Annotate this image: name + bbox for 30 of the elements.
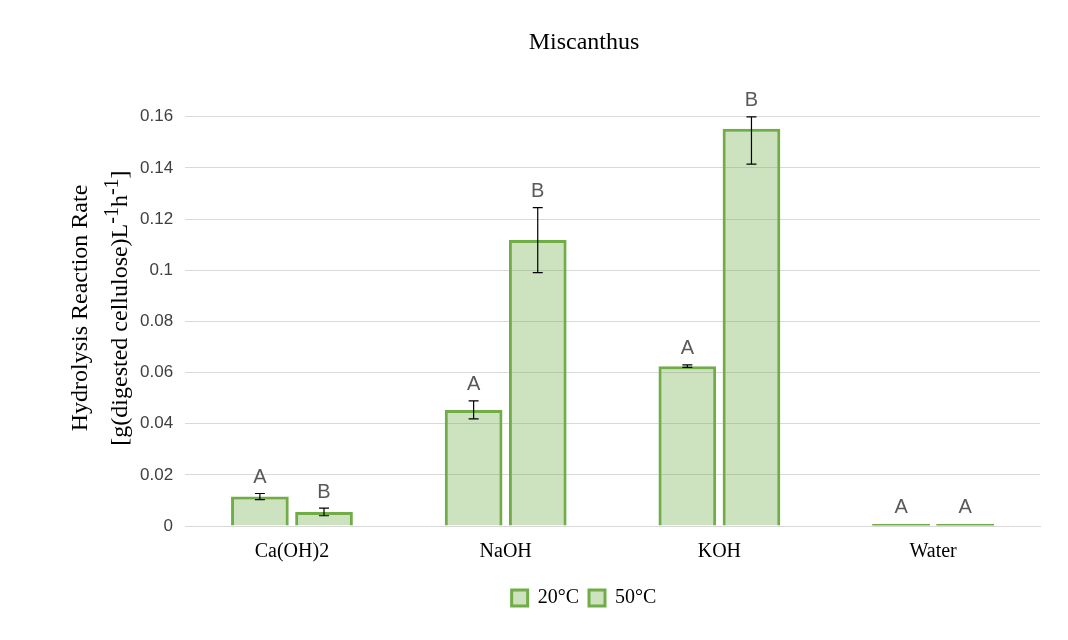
x-tick-label: Ca(OH)2 — [254, 539, 330, 563]
y-tick-label: 0.02 — [139, 464, 174, 484]
legend-label: 50°C — [615, 585, 657, 608]
y-tick-label: 0.06 — [139, 362, 174, 382]
data-label: A — [958, 495, 973, 518]
bar — [444, 409, 503, 526]
y-tick-label: 0.08 — [139, 311, 174, 331]
legend-label: 20°C — [537, 585, 580, 608]
x-tick-label: NaOH — [479, 539, 532, 562]
bar — [508, 240, 567, 526]
data-label: A — [680, 336, 695, 359]
data-label: B — [531, 179, 545, 202]
data-label: B — [744, 88, 759, 111]
bar — [722, 128, 781, 526]
y-tick-label: 0.14 — [139, 157, 174, 177]
chart-title: Miscanthus — [528, 27, 640, 54]
x-tick-label: KOH — [697, 539, 742, 562]
y-tick-label: 0 — [163, 515, 174, 535]
x-tick-label: Water — [909, 539, 958, 562]
y-tick-label: 0.16 — [139, 106, 174, 126]
bar — [295, 511, 353, 526]
y-tick-label: 0.04 — [139, 413, 174, 433]
data-label: B — [317, 479, 331, 502]
bar — [231, 496, 289, 526]
y-tick-label: 0.12 — [139, 208, 174, 228]
y-tick-label: 0.1 — [149, 259, 174, 279]
bar — [658, 366, 717, 526]
data-label: A — [253, 465, 268, 488]
data-label: A — [894, 495, 909, 518]
data-label: A — [466, 372, 481, 395]
